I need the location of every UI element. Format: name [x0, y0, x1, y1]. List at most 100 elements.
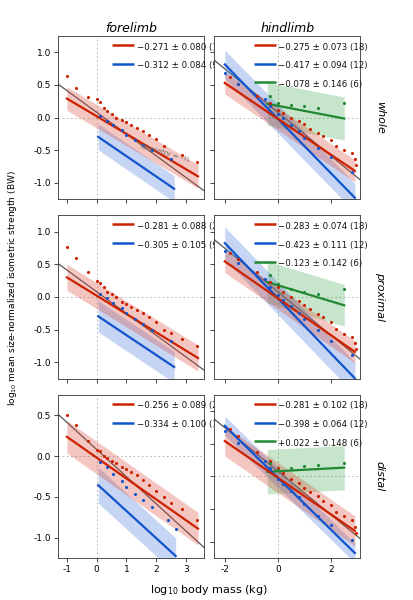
Point — [287, 120, 294, 130]
Point — [145, 312, 152, 322]
Point — [319, 313, 325, 322]
Point — [153, 487, 159, 496]
Point — [279, 468, 286, 478]
Point — [167, 336, 174, 346]
Point — [93, 94, 100, 104]
Point — [313, 290, 320, 299]
Point — [96, 457, 103, 467]
Point — [266, 91, 273, 101]
Point — [193, 157, 199, 167]
Point — [313, 325, 320, 335]
Point — [145, 481, 152, 490]
Title: forelimb: forelimb — [105, 22, 157, 35]
Point — [287, 301, 294, 311]
Point — [96, 446, 103, 456]
Text: −0.275 ± 0.073 (18): −0.275 ± 0.073 (18) — [278, 43, 367, 52]
Point — [348, 332, 355, 341]
Point — [123, 118, 130, 127]
Point — [226, 425, 233, 434]
Point — [109, 469, 116, 479]
Point — [133, 470, 140, 479]
Point — [274, 463, 280, 473]
Point — [72, 253, 79, 263]
Point — [139, 308, 146, 318]
Point — [132, 314, 138, 323]
Point — [112, 113, 119, 122]
Point — [226, 248, 233, 257]
Point — [101, 103, 107, 113]
Point — [253, 268, 259, 277]
Text: −0.423 ± 0.111 (12): −0.423 ± 0.111 (12) — [278, 241, 367, 250]
Point — [193, 515, 199, 524]
Title: hindlimb: hindlimb — [259, 22, 313, 35]
Point — [84, 437, 91, 446]
Point — [193, 341, 199, 351]
Text: −0.281 ± 0.088 (20): −0.281 ± 0.088 (20) — [136, 222, 226, 231]
Point — [287, 474, 294, 484]
Point — [253, 91, 259, 101]
Point — [84, 268, 91, 277]
Text: −0.271 ± 0.080 (19): −0.271 ± 0.080 (19) — [136, 43, 226, 52]
Point — [64, 410, 70, 420]
Point — [300, 301, 307, 310]
Text: log$_{10}$ body mass (kg): log$_{10}$ body mass (kg) — [150, 583, 267, 597]
Text: −0.334 ± 0.100 (10): −0.334 ± 0.100 (10) — [136, 420, 226, 429]
Point — [104, 293, 110, 302]
Text: −0.078 ± 0.146 (6): −0.078 ± 0.146 (6) — [278, 80, 362, 89]
Point — [253, 447, 259, 457]
Point — [178, 335, 185, 344]
Point — [178, 151, 185, 160]
Point — [234, 79, 241, 88]
Point — [261, 457, 267, 466]
Point — [332, 324, 339, 334]
Point — [96, 289, 103, 299]
Point — [109, 298, 116, 308]
Point — [96, 97, 103, 107]
Point — [306, 305, 312, 314]
Point — [101, 451, 107, 461]
Text: distal: distal — [374, 461, 384, 491]
Point — [112, 292, 119, 302]
Text: +0.022 ± 0.148 (6): +0.022 ± 0.148 (6) — [278, 439, 362, 448]
Point — [221, 68, 228, 78]
Point — [313, 309, 320, 319]
Point — [327, 336, 333, 346]
Point — [327, 317, 333, 327]
Point — [295, 493, 302, 502]
Point — [300, 499, 307, 509]
Point — [153, 317, 159, 326]
Point — [287, 284, 294, 293]
Point — [327, 520, 333, 530]
Text: −0.123 ± 0.142 (6): −0.123 ± 0.142 (6) — [278, 259, 362, 268]
Point — [340, 511, 347, 520]
Point — [133, 123, 140, 133]
Text: isometry = -⅓: isometry = -⅓ — [140, 143, 190, 163]
Point — [108, 456, 115, 466]
Point — [119, 297, 125, 307]
Text: whole: whole — [374, 101, 384, 134]
Point — [295, 127, 302, 136]
Point — [295, 116, 302, 125]
Point — [148, 145, 155, 155]
Point — [96, 278, 103, 287]
Point — [274, 98, 280, 107]
Point — [266, 463, 273, 473]
Point — [139, 495, 146, 505]
Point — [112, 458, 119, 468]
Point — [274, 282, 280, 292]
Point — [72, 83, 79, 93]
Point — [266, 98, 273, 108]
Point — [332, 507, 339, 517]
Point — [266, 271, 273, 280]
Point — [266, 457, 273, 466]
Text: −0.256 ± 0.089 (20): −0.256 ± 0.089 (20) — [136, 401, 226, 410]
Point — [348, 515, 355, 525]
Point — [148, 503, 155, 512]
Point — [351, 154, 357, 163]
Point — [167, 328, 174, 338]
Point — [300, 287, 307, 296]
Point — [295, 308, 302, 317]
Point — [266, 282, 273, 292]
Point — [287, 463, 294, 473]
Point — [300, 314, 307, 324]
